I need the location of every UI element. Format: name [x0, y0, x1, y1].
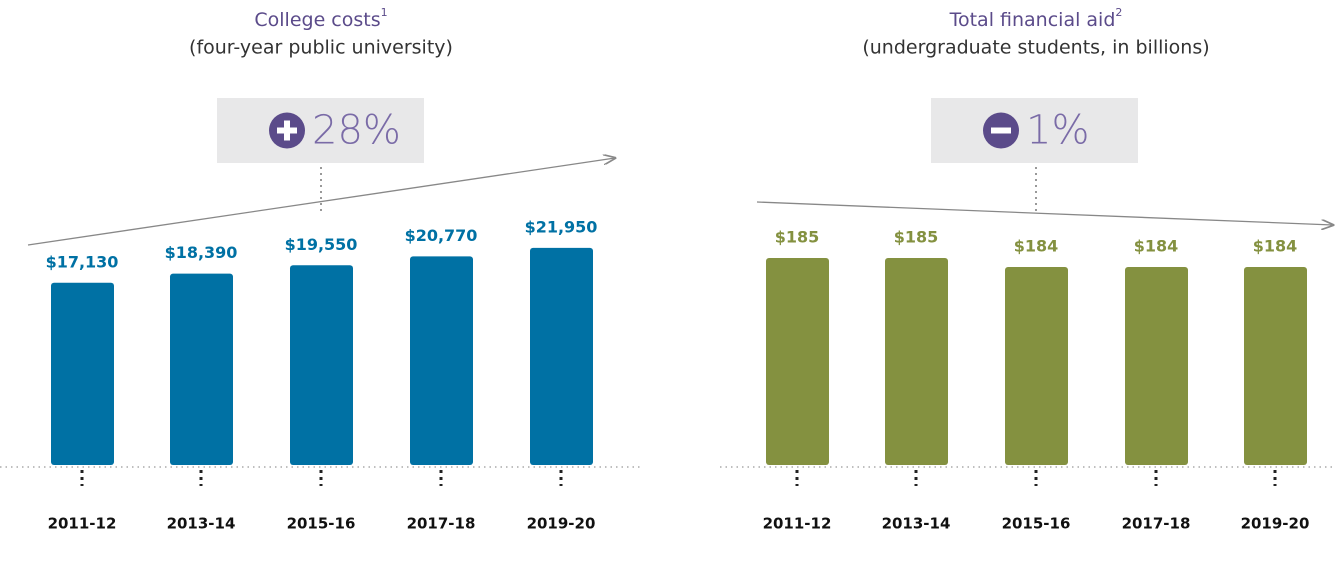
value-label: $20,770: [405, 226, 478, 245]
annotation-value: 28%: [312, 108, 401, 154]
x-tick-label: 2011-12: [763, 515, 832, 533]
bar: [1005, 267, 1068, 465]
bar: [290, 265, 353, 465]
x-tick-label: 2017-18: [407, 515, 476, 533]
x-tick-label: 2011-12: [48, 515, 117, 533]
annotation-box: [931, 98, 1138, 163]
sign-bar: [284, 120, 290, 141]
annotation-box: [217, 98, 424, 163]
bar: [170, 273, 233, 465]
bar: [51, 282, 114, 465]
x-tick-label: 2019-20: [1241, 515, 1310, 533]
value-label: $185: [894, 228, 939, 247]
trend-arrow: [27, 158, 615, 246]
chart-subtitle: (undergraduate students, in billions): [862, 37, 1209, 59]
value-label: $21,950: [525, 217, 598, 236]
value-label: $184: [1014, 237, 1059, 256]
x-tick-label: 2013-14: [167, 515, 236, 533]
bar: [410, 256, 473, 465]
annotation-value: 1%: [1026, 108, 1089, 154]
x-tick-label: 2015-16: [1002, 515, 1071, 533]
x-tick-label: 2013-14: [882, 515, 951, 533]
value-label: $19,550: [285, 235, 358, 254]
x-tick-label: 2015-16: [287, 515, 356, 533]
x-tick-label: 2019-20: [527, 515, 596, 533]
value-label: $18,390: [165, 243, 238, 262]
bar: [530, 247, 593, 465]
value-label: $185: [775, 228, 820, 247]
title-text: College costs: [254, 9, 380, 31]
bar: [885, 258, 948, 465]
bar: [1125, 267, 1188, 465]
x-tick-label: 2017-18: [1122, 515, 1191, 533]
title-text: Total financial aid: [949, 9, 1116, 31]
sign-bar: [991, 127, 1011, 134]
bar: [766, 258, 829, 465]
value-label: $184: [1253, 237, 1298, 256]
value-label: $184: [1134, 237, 1179, 256]
value-label: $17,130: [46, 252, 119, 271]
title-footnote: 2: [1115, 6, 1122, 19]
chart-title: College costs1: [254, 6, 387, 31]
bar: [1244, 267, 1307, 465]
chart-subtitle: (four-year public university): [189, 37, 453, 59]
trend-arrow: [756, 201, 1333, 225]
chart-title: Total financial aid2: [949, 6, 1123, 31]
title-footnote: 1: [381, 6, 388, 19]
